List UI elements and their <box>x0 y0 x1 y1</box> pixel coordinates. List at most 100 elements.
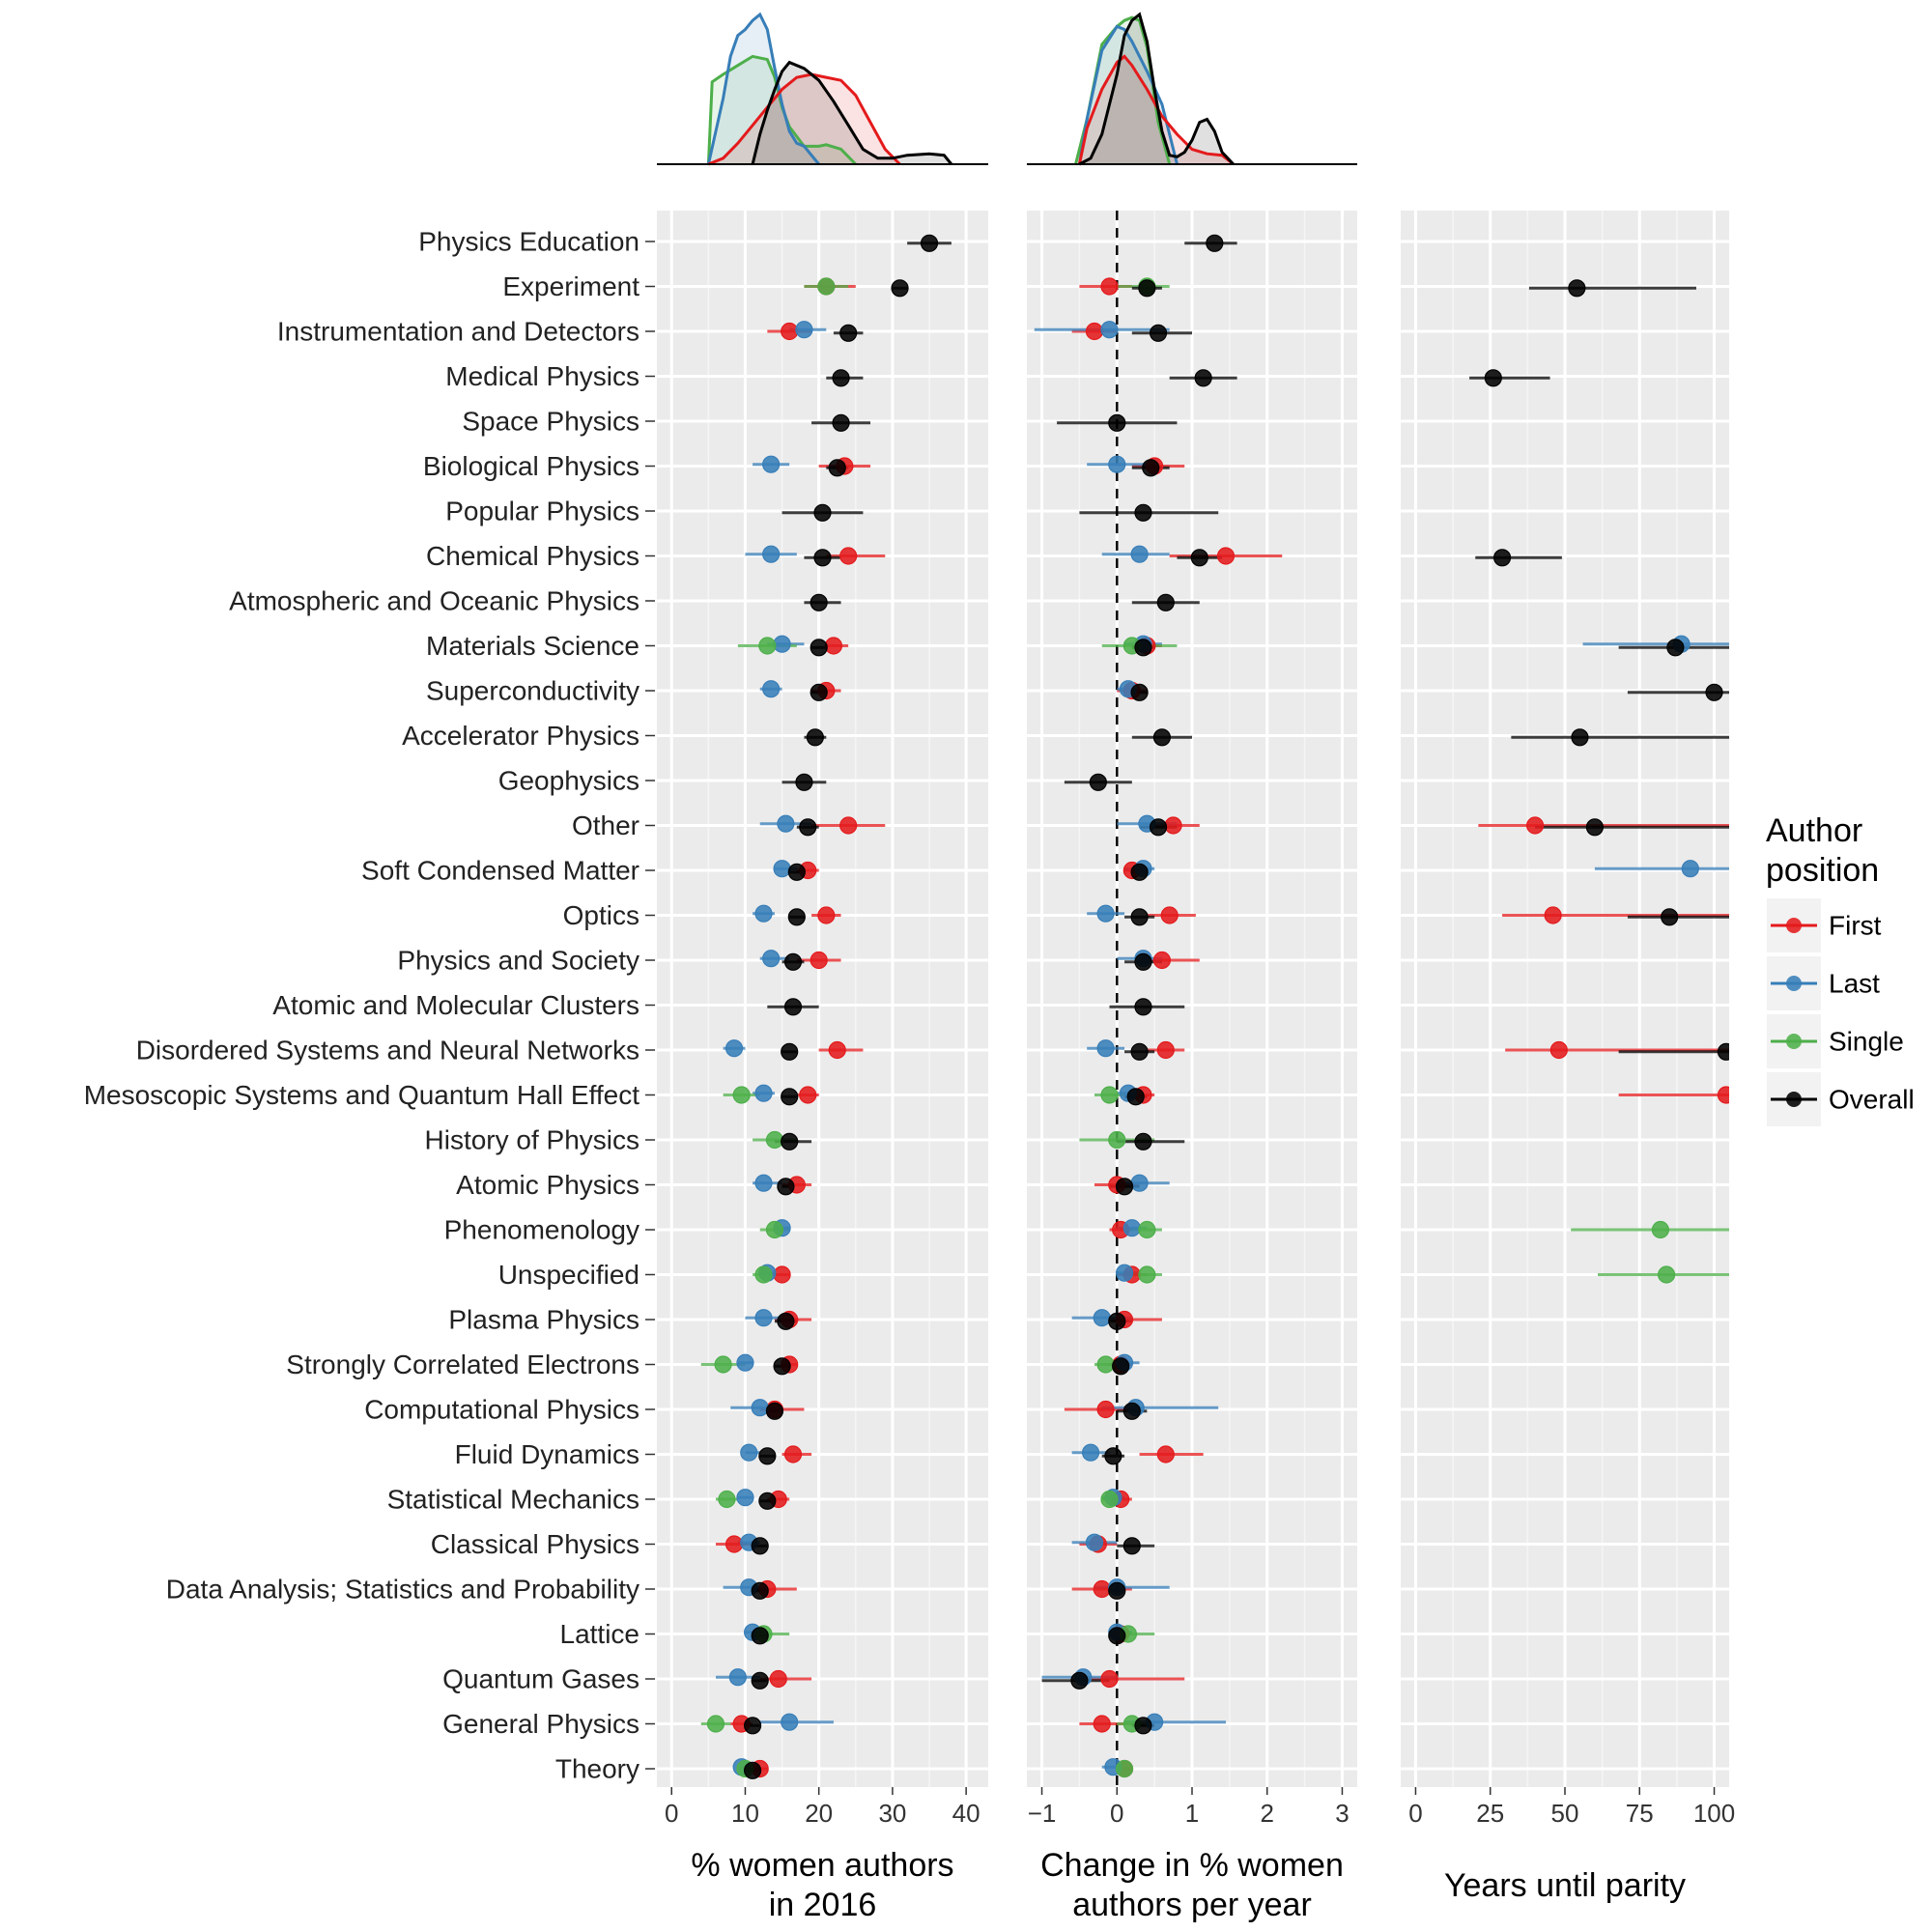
point-last-physics-and-society <box>762 950 781 968</box>
point-single-unspecified <box>754 1265 773 1284</box>
legend-key-point <box>1786 918 1802 933</box>
density-line-last <box>1077 24 1179 165</box>
point-overall-other <box>1149 818 1168 837</box>
category-label-data-analysis-statistics-and-probability: Data Analysis; Statistics and Probabilit… <box>166 1575 639 1605</box>
legend-label-first: First <box>1829 911 1882 941</box>
point-last-biological-physics <box>762 455 781 473</box>
point-overall-superconductivity <box>1705 683 1723 701</box>
panel-marks <box>700 234 952 1779</box>
panel-background <box>657 211 988 1787</box>
legend-key-point <box>1786 1034 1802 1049</box>
point-first-disordered-systems-and-neural-networks <box>1156 1040 1175 1060</box>
point-single-materials-science <box>758 637 777 655</box>
legend-title-line-1: Author <box>1766 812 1862 849</box>
point-first-chemical-physics <box>839 547 858 565</box>
x-tick-label: −1 <box>1028 1799 1057 1828</box>
category-label-mesoscopic-systems-and-quantum-hall-effect: Mesoscopic Systems and Quantum Hall Effe… <box>84 1080 640 1110</box>
point-first-instrumentation-and-detectors <box>781 322 799 341</box>
point-first-optics <box>817 906 836 924</box>
point-overall-popular-physics <box>1134 503 1152 522</box>
point-overall-physics-and-society <box>1134 952 1152 971</box>
category-label-space-physics: Space Physics <box>462 407 639 437</box>
point-overall-strongly-correlated-electrons <box>1112 1357 1130 1376</box>
point-overall-optics <box>787 908 806 926</box>
point-overall-disordered-systems-and-neural-networks <box>781 1042 799 1061</box>
point-overall-atmospheric-and-oceanic-physics <box>1156 593 1175 611</box>
x-axis-title-line-2: in 2016 <box>769 1887 877 1923</box>
point-first-other <box>839 816 858 835</box>
point-single-strongly-correlated-electrons <box>714 1355 732 1374</box>
legend: Author position First Last Single Overall <box>1766 812 1915 1126</box>
category-label-atomic-and-molecular-clusters: Atomic and Molecular Clusters <box>272 990 639 1020</box>
legend-label-overall: Overall <box>1829 1085 1915 1115</box>
point-first-other <box>1164 816 1182 835</box>
point-last-soft-condensed-matter <box>1681 860 1699 878</box>
point-last-biological-physics <box>1108 455 1126 473</box>
x-tick-label: 0 <box>1110 1799 1123 1828</box>
point-overall-computational-physics <box>765 1402 784 1420</box>
point-last-chemical-physics <box>1130 545 1149 563</box>
point-last-atomic-physics <box>1130 1174 1149 1192</box>
point-single-experiment <box>817 277 836 296</box>
point-overall-chemical-physics <box>813 549 832 567</box>
x-axis-title-line-1: % women authors <box>691 1847 953 1884</box>
density-fill-overall <box>753 62 952 164</box>
category-label-lattice: Lattice <box>560 1619 640 1649</box>
point-single-mesoscopic-systems-and-quantum-hall-effect <box>1100 1086 1119 1104</box>
point-last-superconductivity <box>762 680 781 698</box>
point-overall-fluid-dynamics <box>758 1447 777 1465</box>
point-last-statistical-mechanics <box>736 1489 754 1507</box>
point-single-history-of-physics <box>1108 1130 1126 1150</box>
point-last-general-physics <box>781 1713 799 1731</box>
density-change <box>1027 12 1357 166</box>
category-label-quantum-gases: Quantum Gases <box>442 1664 639 1694</box>
point-single-mesoscopic-systems-and-quantum-hall-effect <box>732 1086 751 1104</box>
density-fill-last <box>708 14 819 164</box>
category-label-instrumentation-and-detectors: Instrumentation and Detectors <box>277 317 639 347</box>
category-label-classical-physics: Classical Physics <box>431 1529 639 1559</box>
point-last-phenomenology <box>1122 1219 1141 1237</box>
point-overall-experiment <box>1138 279 1156 298</box>
point-first-instrumentation-and-detectors <box>1085 322 1104 341</box>
point-overall-other <box>1585 818 1605 837</box>
point-last-classical-physics <box>1085 1533 1104 1551</box>
legend-key-point <box>1786 976 1802 991</box>
density-line-last <box>706 12 820 165</box>
category-label-superconductivity: Superconductivity <box>426 676 639 706</box>
x-tick-label: 3 <box>1335 1799 1349 1828</box>
category-label-other: Other <box>572 810 639 840</box>
point-overall-experiment <box>1568 279 1586 298</box>
point-overall-lattice <box>1108 1627 1126 1645</box>
panel-years: 0 25 50 75 100 Years until parity <box>1401 211 1735 1904</box>
point-overall-lattice <box>751 1627 769 1645</box>
category-label-computational-physics: Computational Physics <box>364 1395 639 1425</box>
category-label-accelerator-physics: Accelerator Physics <box>402 721 639 751</box>
x-tick-label: 0 <box>665 1799 678 1828</box>
legend-item-overall: Overall <box>1767 1072 1915 1126</box>
point-first-physics-and-society <box>810 951 828 970</box>
x-tick-label: 50 <box>1551 1799 1579 1828</box>
point-last-optics <box>754 904 773 923</box>
point-overall-history-of-physics <box>1134 1132 1152 1151</box>
point-first-disordered-systems-and-neural-networks <box>828 1040 846 1060</box>
point-last-strongly-correlated-electrons <box>736 1353 754 1372</box>
point-overall-accelerator-physics <box>806 728 824 747</box>
density-fill-first <box>708 74 900 164</box>
point-overall-mesoscopic-systems-and-quantum-hall-effect <box>1126 1088 1145 1106</box>
x-tick-label: 0 <box>1408 1799 1422 1828</box>
point-last-atomic-physics <box>754 1174 773 1192</box>
point-overall-chemical-physics <box>1190 549 1208 567</box>
density-pct2016 <box>657 12 988 166</box>
point-overall-atmospheric-and-oceanic-physics <box>810 593 828 611</box>
legend-label-last: Last <box>1829 969 1880 999</box>
point-overall-accelerator-physics <box>1571 728 1589 747</box>
point-last-instrumentation-and-detectors <box>1100 321 1119 339</box>
category-label-biological-physics: Biological Physics <box>423 451 639 481</box>
category-label-plasma-physics: Plasma Physics <box>448 1305 639 1335</box>
category-label-materials-science: Materials Science <box>426 631 639 661</box>
category-labels: Physics Education Experiment Instrumentati… <box>84 227 655 1784</box>
point-first-quantum-gases <box>1100 1669 1119 1689</box>
point-overall-strongly-correlated-electrons <box>773 1357 791 1376</box>
point-overall-instrumentation-and-detectors <box>839 324 858 342</box>
